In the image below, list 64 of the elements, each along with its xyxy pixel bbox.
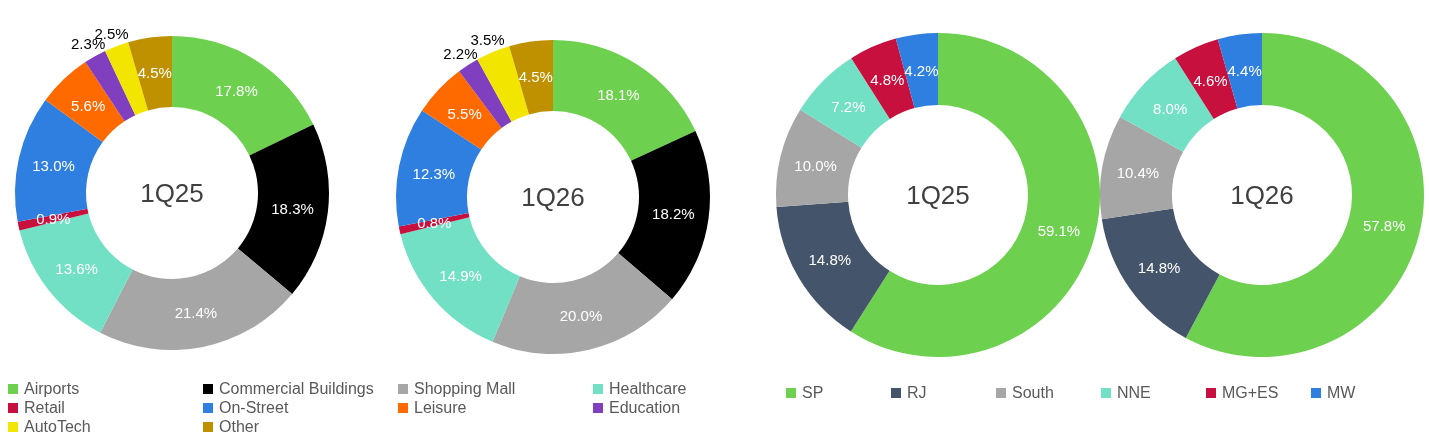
legend-label: Education <box>609 399 681 416</box>
text: 1Q25 <box>140 178 204 208</box>
legend-label: Shopping Mall <box>414 380 516 397</box>
data-label: 14.8% <box>1137 259 1181 277</box>
text: 1Q25 <box>906 180 970 210</box>
legend-label: SP <box>802 384 824 401</box>
donut-slice <box>509 40 553 115</box>
data-label: 4.4% <box>1227 61 1262 79</box>
donut-slice <box>128 36 172 111</box>
donut-slice <box>618 131 710 300</box>
text: 1Q26 <box>1230 180 1294 210</box>
data-label: 18.3% <box>271 199 314 217</box>
donut-slice <box>15 100 103 222</box>
data-label: 4.5% <box>137 64 172 82</box>
data-label: 4.8% <box>870 71 905 89</box>
data-label: 14.9% <box>439 267 482 285</box>
text: 1Q26 <box>521 182 585 212</box>
data-label: 13.0% <box>32 157 75 175</box>
data-label: 5.6% <box>71 96 106 114</box>
donut-slice <box>1185 33 1424 357</box>
data-label: 13.6% <box>55 259 98 277</box>
data-label: 17.8% <box>215 81 258 99</box>
data-label: 21.4% <box>174 303 218 321</box>
donut-slice <box>1101 208 1220 338</box>
donut-slice <box>19 213 133 333</box>
donut-slice <box>237 124 329 295</box>
data-label: 7.2% <box>831 97 866 115</box>
data-label: 18.1% <box>597 86 640 104</box>
donut-slice <box>1100 116 1184 220</box>
donut-slice <box>100 248 293 350</box>
data-label: 10.0% <box>794 156 837 174</box>
legend-label: Commercial Buildings <box>219 380 374 397</box>
legend-label: Airports <box>24 380 80 397</box>
legend-label: Leisure <box>414 399 467 416</box>
data-label: 8.0% <box>1153 100 1188 118</box>
data-label: 14.8% <box>808 251 852 269</box>
data-label: 10.4% <box>1116 164 1160 182</box>
legend-label: South <box>1012 384 1054 401</box>
data-label: 57.8% <box>1362 217 1406 235</box>
donut-slice <box>776 201 890 332</box>
legend-label: RJ <box>907 384 927 401</box>
donut-slice <box>396 110 482 227</box>
data-label: 4.6% <box>1193 71 1228 89</box>
data-label: 12.3% <box>412 164 456 182</box>
legend-label: MW <box>1327 384 1356 401</box>
data-label: 20.0% <box>559 306 603 324</box>
data-label: 5.5% <box>447 105 482 123</box>
donut-slice <box>492 253 673 354</box>
donut-slice <box>422 71 502 150</box>
data-label: 18.2% <box>652 205 695 223</box>
donut-slice <box>172 36 314 156</box>
donut-slice <box>400 217 520 342</box>
donut-slice <box>553 40 696 161</box>
data-label: 4.2% <box>904 61 939 79</box>
legend-label: AutoTech <box>24 418 91 435</box>
legend-label: On-Street <box>219 399 289 416</box>
legend-label: MG+ES <box>1222 384 1279 401</box>
legend-label: Healthcare <box>609 380 687 397</box>
legend-label: Retail <box>24 399 65 416</box>
data-label: 59.1% <box>1037 221 1081 239</box>
legend-label: Other <box>219 418 260 435</box>
data-label: 4.5% <box>518 68 553 86</box>
legend-label: NNE <box>1117 384 1151 401</box>
donut-slice <box>45 62 125 143</box>
